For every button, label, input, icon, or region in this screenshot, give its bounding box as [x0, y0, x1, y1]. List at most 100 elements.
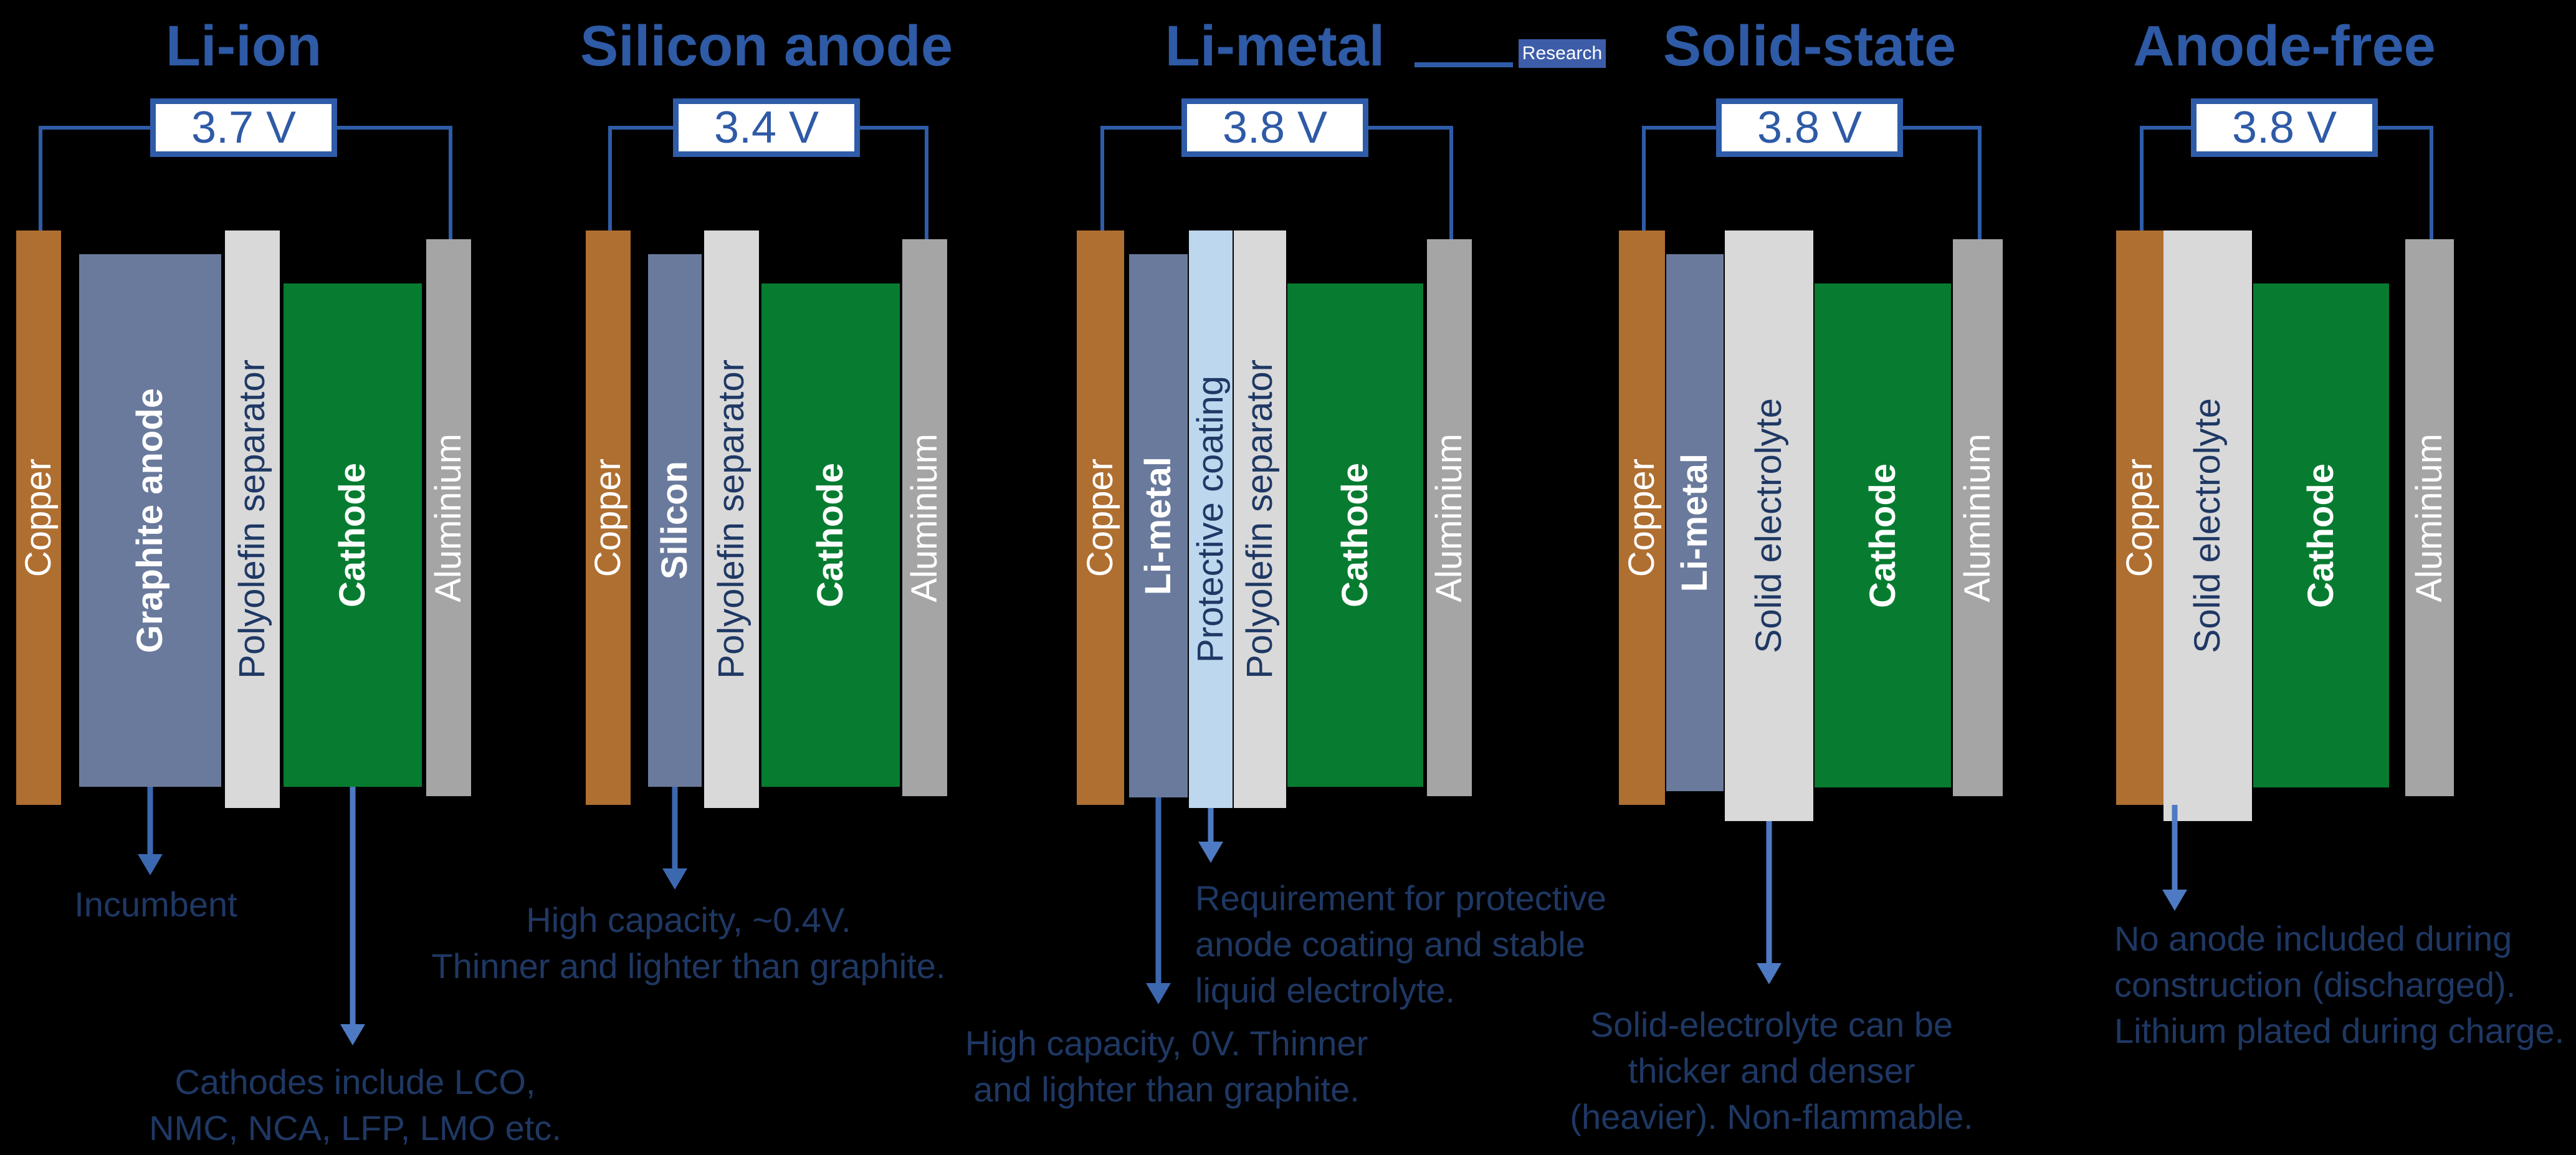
layer-copper-li-ion: Copper — [16, 231, 61, 805]
layer-label-aluminium: Aluminium — [2409, 433, 2450, 602]
arrow-down-line-li-metal-1 — [1208, 808, 1214, 844]
layer-label-protective-coating: Protective coating — [1190, 375, 1231, 663]
arrow-down-line-li-metal-0 — [1155, 797, 1162, 986]
arrow-down-head-li-metal-0 — [1146, 983, 1171, 1004]
layer-graphite-anode-li-ion: Graphite anode — [79, 254, 221, 787]
layer-label-cathode: Cathode — [810, 463, 851, 607]
wire-right-li-ion — [337, 126, 452, 245]
wire-right-silicon-anode — [860, 126, 928, 245]
layer-label-cathode: Cathode — [2301, 463, 2341, 608]
wire-right-anode-free — [2378, 126, 2433, 245]
layer-label-aluminium: Aluminium — [428, 433, 469, 602]
voltage-value-solid-state: 3.8 V — [1757, 103, 1863, 153]
layer-label-copper: Copper — [1080, 458, 1120, 578]
annotation-anode-free-0: No anode included during construction (d… — [2114, 919, 2565, 1050]
battery-title-li-ion: Li-ion — [165, 14, 322, 78]
annotation-li-ion-1: Cathodes include LCO, NMC, NCA, LFP, LMO… — [149, 1062, 561, 1148]
voltage-box-li-metal: 3.8 V — [1181, 98, 1368, 157]
voltage-value-silicon-anode: 3.4 V — [713, 103, 819, 153]
layer-polyolefin-separator-li-metal: Polyolefin separator — [1234, 231, 1286, 808]
arrow-down-head-anode-free-0 — [2162, 890, 2187, 911]
layer-label-aluminium: Aluminium — [1957, 433, 1998, 602]
voltage-value-li-ion: 3.7 V — [191, 103, 297, 153]
research-logo-label: Research — [1522, 43, 1603, 64]
layer-aluminium-li-ion: Aluminium — [426, 239, 471, 796]
battery-title-anode-free: Anode-free — [2133, 14, 2436, 78]
layer-aluminium-solid-state: Aluminium — [1953, 239, 2003, 796]
arrow-down-head-li-ion-0 — [138, 854, 163, 875]
layer-label-copper: Copper — [18, 458, 59, 578]
layer-polyolefin-separator-li-ion: Polyolefin separator — [225, 231, 280, 808]
arrow-down-head-silicon-anode-0 — [662, 868, 687, 890]
layer-label-li-metal: Li-metal — [1138, 456, 1178, 596]
arrow-down-line-li-ion-1 — [350, 787, 356, 1027]
layer-label-cathode: Cathode — [332, 463, 373, 607]
wire-right-solid-state — [1903, 126, 1982, 245]
layer-label-graphite-anode: Graphite anode — [130, 387, 170, 654]
voltage-value-anode-free: 3.8 V — [2231, 103, 2337, 153]
wire-left-li-metal — [1100, 126, 1185, 237]
battery-title-solid-state: Solid-state — [1662, 14, 1957, 78]
arrow-down-line-silicon-anode-0 — [672, 787, 678, 871]
arrow-down-head-li-ion-1 — [340, 1024, 365, 1045]
layer-polyolefin-separator-silicon-anode: Polyolefin separator — [704, 231, 759, 808]
annotation-li-metal-0: Requirement for protective anode coating… — [1195, 878, 1606, 1010]
research-logo-line — [1414, 62, 1513, 67]
arrow-down-line-anode-free-0 — [2172, 805, 2178, 892]
layer-cathode-li-metal: Cathode — [1287, 283, 1423, 787]
annotation-li-ion-0: Incumbent — [74, 885, 237, 924]
layer-cathode-anode-free: Cathode — [2253, 283, 2389, 787]
layer-label-solid-electrolyte: Solid electrolyte — [1748, 398, 1789, 654]
layer-aluminium-anode-free: Aluminium — [2405, 239, 2454, 796]
annotation-solid-state-0: Solid-electrolyte can be thicker and den… — [1570, 1005, 1973, 1136]
voltage-value-li-metal: 3.8 V — [1222, 103, 1328, 153]
layer-label-cathode: Cathode — [1862, 463, 1903, 608]
arrow-down-head-li-metal-1 — [1198, 842, 1223, 863]
arrow-down-line-solid-state-0 — [1766, 821, 1772, 966]
battery-title-silicon-anode: Silicon anode — [580, 14, 953, 78]
layer-cathode-li-ion: Cathode — [284, 283, 422, 787]
wire-left-anode-free — [2140, 126, 2195, 237]
layer-copper-anode-free: Copper — [2116, 231, 2163, 805]
wire-right-li-metal — [1368, 126, 1453, 245]
layer-li-metal-li-metal: Li-metal — [1129, 254, 1188, 797]
layer-label-copper: Copper — [1621, 458, 1662, 578]
voltage-box-silicon-anode: 3.4 V — [673, 98, 860, 157]
annotation-li-metal-1: High capacity, 0V. Thinner and lighter t… — [965, 1024, 1368, 1109]
layer-solid-electrolyte-solid-state: Solid electrolyte — [1725, 231, 1813, 821]
layer-label-silicon: Silicon — [654, 461, 695, 580]
wire-left-solid-state — [1642, 126, 1720, 237]
annotation-silicon-anode-0: High capacity, ~0.4V. Thinner and lighte… — [431, 900, 946, 986]
layer-cathode-silicon-anode: Cathode — [761, 283, 900, 787]
voltage-box-anode-free: 3.8 V — [2191, 98, 2378, 157]
layer-protective-coating-li-metal: Protective coating — [1189, 231, 1233, 808]
layer-label-li-metal: Li-metal — [1674, 453, 1715, 592]
layer-copper-li-metal: Copper — [1077, 231, 1124, 805]
layer-aluminium-silicon-anode: Aluminium — [902, 239, 947, 796]
layer-label-polyolefin-separator: Polyolefin separator — [232, 359, 272, 679]
layer-label-polyolefin-separator: Polyolefin separator — [1239, 359, 1280, 679]
layer-copper-silicon-anode: Copper — [586, 231, 631, 805]
layer-li-metal-solid-state: Li-metal — [1666, 254, 1724, 791]
layer-label-copper: Copper — [588, 458, 628, 578]
research-logo-box: Research — [1519, 39, 1606, 68]
layer-label-copper: Copper — [2119, 458, 2160, 578]
voltage-box-li-ion: 3.7 V — [150, 98, 337, 157]
layer-cathode-solid-state: Cathode — [1815, 283, 1951, 787]
layer-label-solid-electrolyte: Solid electrolyte — [2187, 398, 2228, 654]
layer-label-aluminium: Aluminium — [1429, 433, 1469, 602]
layer-copper-solid-state: Copper — [1619, 231, 1665, 805]
layer-aluminium-li-metal: Aluminium — [1427, 239, 1472, 796]
voltage-box-solid-state: 3.8 V — [1716, 98, 1903, 157]
wire-left-li-ion — [39, 126, 154, 237]
layer-label-cathode: Cathode — [1335, 463, 1375, 607]
layer-label-aluminium: Aluminium — [904, 433, 945, 602]
layer-solid-electrolyte-anode-free: Solid electrolyte — [2163, 231, 2252, 821]
layer-silicon-silicon-anode: Silicon — [648, 254, 702, 787]
arrow-down-head-solid-state-0 — [1757, 963, 1782, 984]
wire-left-silicon-anode — [608, 126, 677, 237]
arrow-down-line-li-ion-0 — [147, 787, 153, 857]
battery-title-li-metal: Li-metal — [1165, 14, 1385, 78]
layer-label-polyolefin-separator: Polyolefin separator — [711, 359, 751, 679]
